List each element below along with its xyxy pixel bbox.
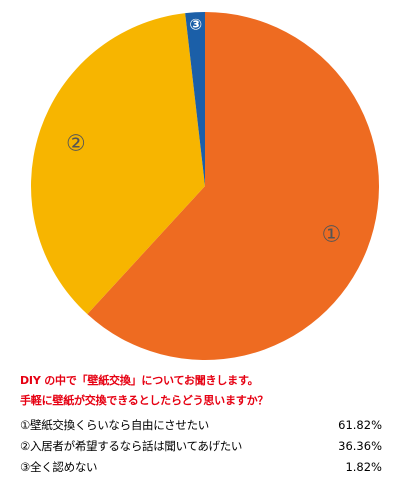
pie-slice-2 <box>31 13 205 315</box>
question-line-1: DIY の中で「壁紙交換」についてお聞きします。 <box>20 374 259 387</box>
legend-marker-2: ② <box>20 438 31 453</box>
pie-chart: ① ② ③ <box>31 12 379 361</box>
question-line-2: 手軽に壁紙が交換できるとしたらどう思いますか？ <box>20 394 269 407</box>
legend-marker-3: ③ <box>20 459 31 474</box>
legend-row-3: ③全く認めない 1.82% <box>20 456 382 477</box>
legend-value-3: 1.82% <box>345 459 382 474</box>
legend: ①壁紙交換くらいなら自由にさせたい 61.82% ②入居者が希望するなら話は聞い… <box>20 414 382 477</box>
legend-row-2: ②入居者が希望するなら話は聞いてあげたい 36.36% <box>20 435 382 456</box>
legend-value-1: 61.82% <box>338 417 382 432</box>
legend-text-2: 入居者が希望するなら話は聞いてあげたい <box>30 438 243 453</box>
legend-text-3: 全く認めない <box>30 459 98 474</box>
legend-marker-1: ① <box>20 417 31 432</box>
pie-marker-3: ③ <box>189 15 202 33</box>
legend-value-2: 36.36% <box>338 438 382 453</box>
pie-marker-2: ② <box>66 132 86 157</box>
pie-slice-3 <box>185 12 205 186</box>
legend-label-2: ②入居者が希望するなら話は聞いてあげたい <box>20 438 242 454</box>
legend-label-3: ③全く認めない <box>20 459 98 475</box>
legend-label-1: ①壁紙交換くらいなら自由にさせたい <box>20 417 209 433</box>
pie-marker-1: ① <box>322 223 342 248</box>
legend-text-1: 壁紙交換くらいなら自由にさせたい <box>30 417 209 432</box>
legend-row-1: ①壁紙交換くらいなら自由にさせたい 61.82% <box>20 414 382 435</box>
pie-slice-1 <box>87 12 379 361</box>
